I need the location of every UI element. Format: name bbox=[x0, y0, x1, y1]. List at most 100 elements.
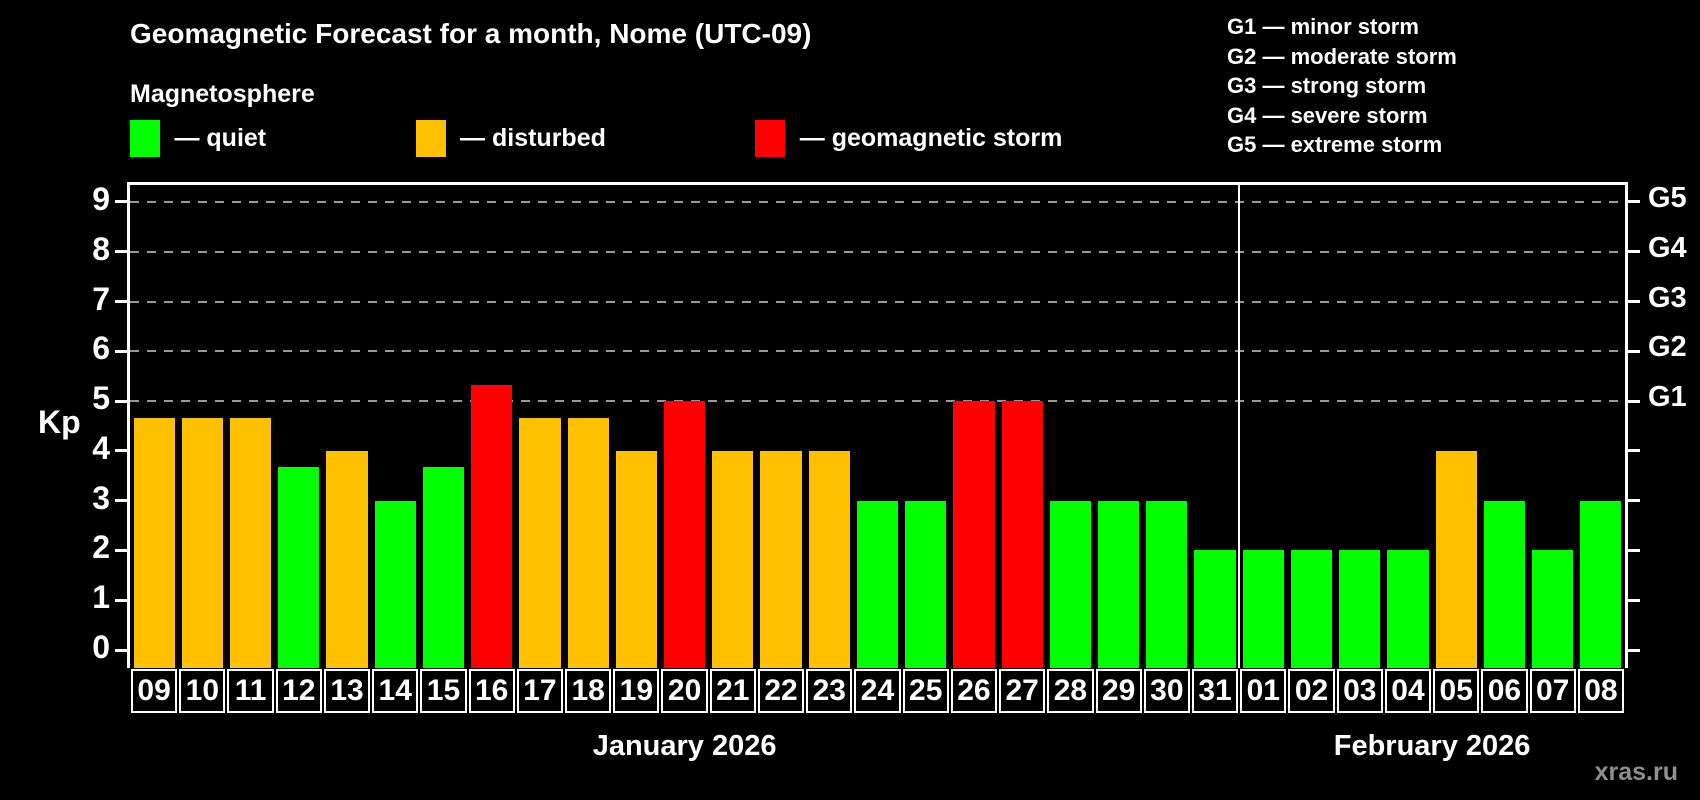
day-label-30: 30 bbox=[1143, 669, 1190, 713]
day-label-15: 15 bbox=[420, 669, 467, 713]
day-label-12: 12 bbox=[275, 669, 322, 713]
y-tick-right-8 bbox=[1628, 250, 1640, 254]
status-legend: — quiet — disturbed — geomagnetic storm bbox=[130, 120, 1062, 158]
day-label-31: 31 bbox=[1191, 669, 1239, 713]
y-tick-left-8 bbox=[115, 250, 127, 254]
y-axis-label-1: 1 bbox=[92, 579, 110, 616]
kp-bar-day-26 bbox=[953, 401, 995, 668]
day-label-19: 19 bbox=[613, 669, 660, 713]
g-axis-label-G1: G1 bbox=[1648, 381, 1687, 414]
month-label-0: January 2026 bbox=[592, 730, 777, 762]
kp-bar-day-14 bbox=[374, 500, 416, 668]
day-label-16: 16 bbox=[468, 669, 515, 713]
day-label-29: 29 bbox=[1095, 669, 1142, 713]
y-tick-left-9 bbox=[115, 200, 127, 204]
y-axis-label-9: 9 bbox=[92, 180, 110, 217]
kp-bar-day-06 bbox=[1483, 500, 1526, 668]
kp-bar-day-01 bbox=[1242, 550, 1284, 668]
y-tick-right-3 bbox=[1628, 499, 1640, 503]
kp-bar-day-25 bbox=[905, 500, 947, 668]
storm-legend-label: — geomagnetic storm bbox=[799, 124, 1063, 152]
day-label-03: 03 bbox=[1336, 669, 1383, 713]
kp-bar-day-03 bbox=[1339, 550, 1381, 668]
g-axis-label-G4: G4 bbox=[1648, 231, 1687, 264]
day-label-23: 23 bbox=[806, 669, 853, 713]
storm-color-swatch bbox=[755, 120, 786, 157]
day-label-13: 13 bbox=[323, 669, 371, 713]
day-label-14: 14 bbox=[372, 669, 419, 713]
day-label-26: 26 bbox=[950, 669, 998, 713]
y-axis-label-5: 5 bbox=[92, 380, 110, 417]
day-label-18: 18 bbox=[565, 669, 612, 713]
y-tick-right-9 bbox=[1628, 200, 1640, 204]
day-label-05: 05 bbox=[1433, 669, 1480, 713]
kp-bar-day-16 bbox=[471, 384, 513, 668]
y-axis-label-0: 0 bbox=[92, 629, 110, 665]
g-axis-label-G5: G5 bbox=[1648, 181, 1687, 214]
day-label-28: 28 bbox=[1047, 669, 1094, 713]
kp-bar-day-20 bbox=[663, 401, 706, 668]
kp-axis-label: Kp bbox=[38, 404, 81, 440]
g5-legend-line: G5 — extreme storm bbox=[1227, 132, 1443, 157]
kp-bar-day-07 bbox=[1532, 550, 1574, 668]
g1-legend-line: G1 — minor storm bbox=[1227, 14, 1419, 39]
y-axis-label-6: 6 bbox=[92, 330, 110, 367]
y-tick-left-0 bbox=[115, 648, 127, 652]
day-label-09: 09 bbox=[131, 669, 178, 713]
y-tick-left-3 bbox=[115, 499, 127, 503]
kp-bar-day-29 bbox=[1098, 500, 1140, 668]
kp-bar-day-30 bbox=[1146, 500, 1188, 668]
y-axis-label-2: 2 bbox=[92, 529, 110, 566]
y-axis-left-line bbox=[127, 182, 130, 668]
gridline-kp-8 bbox=[130, 250, 1625, 253]
kp-bar-day-31 bbox=[1194, 550, 1236, 668]
kp-bar-day-09 bbox=[133, 417, 175, 668]
y-tick-right-7 bbox=[1628, 300, 1640, 304]
y-tick-right-6 bbox=[1628, 349, 1640, 353]
day-label-02: 02 bbox=[1288, 669, 1335, 713]
day-label-10: 10 bbox=[179, 669, 226, 713]
gridline-kp-5 bbox=[130, 400, 1625, 403]
y-axis-right-line bbox=[1625, 182, 1628, 668]
chart-title: Geomagnetic Forecast for a month, Nome (… bbox=[130, 18, 812, 49]
y-tick-right-1 bbox=[1628, 598, 1640, 602]
day-label-08: 08 bbox=[1577, 669, 1624, 713]
day-label-17: 17 bbox=[516, 669, 564, 713]
kp-bar-day-21 bbox=[712, 450, 754, 668]
kp-bar-day-08 bbox=[1580, 500, 1622, 668]
day-label-01: 01 bbox=[1240, 669, 1287, 713]
day-label-27: 27 bbox=[999, 669, 1046, 713]
g-axis-label-G2: G2 bbox=[1648, 331, 1687, 364]
y-axis-label-7: 7 bbox=[92, 280, 110, 317]
y-tick-right-0 bbox=[1628, 648, 1640, 652]
disturbed-legend-label: — disturbed bbox=[460, 124, 606, 152]
y-tick-left-7 bbox=[115, 300, 127, 304]
kp-bar-day-24 bbox=[856, 500, 899, 668]
kp-bar-day-04 bbox=[1387, 550, 1429, 668]
gridline-kp-6 bbox=[130, 350, 1625, 353]
kp-bar-day-27 bbox=[1001, 401, 1043, 668]
kp-bar-day-12 bbox=[278, 467, 320, 668]
y-axis-label-4: 4 bbox=[92, 429, 110, 466]
y-tick-right-4 bbox=[1628, 449, 1640, 453]
day-label-06: 06 bbox=[1481, 669, 1528, 713]
disturbed-color-swatch bbox=[415, 120, 446, 157]
g2-legend-line: G2 — moderate storm bbox=[1227, 43, 1457, 69]
watermark: xras.ru bbox=[1594, 758, 1678, 786]
g3-legend-line: G3 — strong storm bbox=[1227, 73, 1427, 98]
kp-bar-day-02 bbox=[1290, 550, 1333, 668]
y-tick-left-5 bbox=[115, 399, 127, 403]
kp-bar-day-11 bbox=[229, 417, 272, 668]
y-tick-left-1 bbox=[115, 598, 127, 602]
g-axis-label-G3: G3 bbox=[1648, 281, 1687, 314]
y-tick-right-5 bbox=[1628, 399, 1640, 403]
day-label-04: 04 bbox=[1384, 669, 1432, 713]
day-label-25: 25 bbox=[902, 669, 949, 713]
day-label-11: 11 bbox=[227, 669, 274, 713]
y-tick-left-4 bbox=[115, 449, 127, 453]
kp-bar-day-13 bbox=[326, 450, 368, 668]
day-label-07: 07 bbox=[1529, 669, 1576, 713]
kp-bar-day-15 bbox=[422, 467, 465, 668]
kp-bar-day-19 bbox=[615, 450, 657, 668]
y-tick-left-6 bbox=[115, 349, 127, 353]
